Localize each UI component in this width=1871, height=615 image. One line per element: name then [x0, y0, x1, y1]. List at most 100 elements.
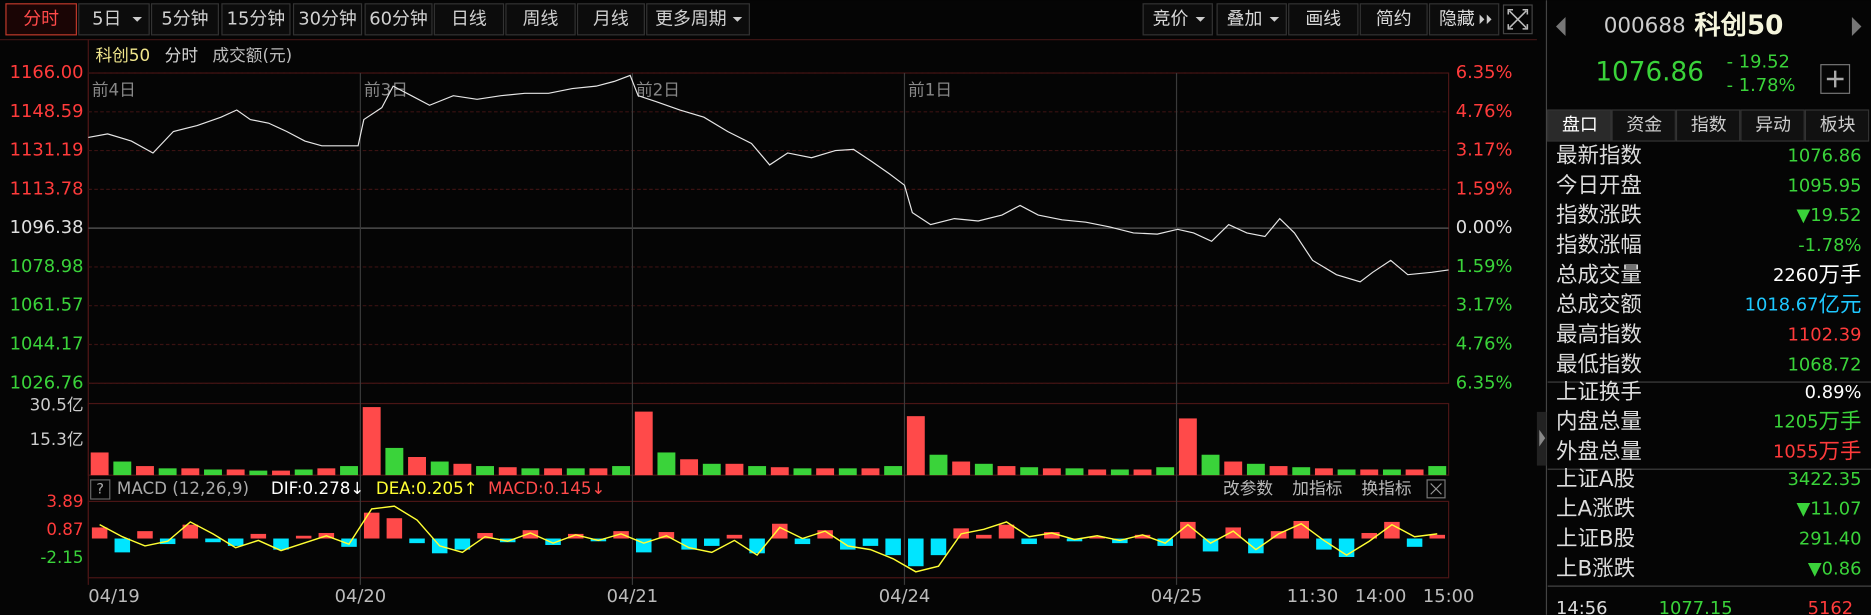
- indicator-button[interactable]: 加指标: [1292, 478, 1342, 498]
- volume-bar: [408, 456, 426, 476]
- stat-label: 指数涨幅: [1556, 233, 1642, 258]
- macd-bar: [205, 538, 221, 543]
- panel-tab[interactable]: [1547, 109, 1612, 142]
- y2-tick-label: 1.59%: [1456, 178, 1513, 199]
- macd-bar: [227, 538, 244, 546]
- panel-tab-label: 指数: [1691, 115, 1727, 136]
- period-button[interactable]: [364, 3, 433, 36]
- stat-label: 上证换手: [1556, 380, 1642, 405]
- volume-bar: [294, 469, 313, 476]
- tool-label: 画线: [1305, 8, 1341, 29]
- stat-value: 1095.95: [1788, 175, 1862, 196]
- stat-label: 上A涨跌: [1556, 497, 1635, 522]
- macd-bar: [1044, 532, 1060, 539]
- volume-bar: [113, 461, 132, 476]
- index-name: 科创50: [1694, 11, 1783, 41]
- stat-value: 1068.72: [1788, 354, 1862, 375]
- volume-bar: [362, 407, 381, 476]
- volume-bar: [1224, 461, 1243, 476]
- close-indicator[interactable]: [1426, 479, 1446, 499]
- macd-bar: [862, 538, 879, 546]
- change: - 19.52: [1727, 51, 1790, 72]
- tool-button[interactable]: [1288, 3, 1359, 36]
- period-button[interactable]: [646, 3, 750, 36]
- macd-bar: [908, 538, 924, 567]
- period-label: 分时: [23, 8, 59, 29]
- fullscreen-button[interactable]: [1502, 4, 1533, 35]
- volume-bar: [1088, 469, 1107, 476]
- x-tick-label: 15:00: [1423, 586, 1475, 607]
- dropdown-arrow: [132, 16, 142, 22]
- volume-bar: [430, 461, 449, 476]
- prev-arrow[interactable]: [1555, 16, 1566, 37]
- tool-label: 简约: [1376, 8, 1412, 29]
- macd-bar: [295, 535, 312, 539]
- y2-tick-label: 4.76%: [1456, 101, 1513, 122]
- indicator-button[interactable]: 换指标: [1361, 478, 1411, 498]
- stat-value: -1.78%: [1798, 235, 1861, 256]
- collapse-arrow: [1539, 429, 1546, 447]
- macd-bar: [114, 538, 131, 553]
- change-pct: - 1.78%: [1727, 75, 1796, 96]
- y-tick-label: 1026.76: [10, 372, 84, 393]
- volume-bar: [884, 466, 903, 476]
- macd-tick-label: -2.15: [40, 547, 83, 567]
- next-arrow[interactable]: [1851, 16, 1862, 37]
- stat-value: 1205: [1773, 412, 1818, 433]
- stat-label: 外盘总量: [1556, 439, 1642, 464]
- period-button[interactable]: [505, 3, 576, 36]
- period-button[interactable]: [150, 3, 219, 36]
- volume-bar: [1110, 469, 1129, 476]
- macd-bar: [477, 532, 493, 539]
- tool-label: 隐藏: [1439, 8, 1475, 29]
- volume-bar: [1178, 418, 1197, 476]
- panel-tab[interactable]: [1611, 109, 1676, 142]
- stat-label: 总成交额: [1556, 293, 1642, 318]
- y2-tick-label: 6.35%: [1456, 62, 1513, 83]
- dropdown-arrow: [1195, 16, 1206, 22]
- tick-time: 14:56: [1556, 598, 1608, 615]
- period-button[interactable]: [433, 3, 505, 36]
- y-tick-label: 1113.78: [10, 178, 84, 199]
- y-tick-label: 1078.98: [10, 256, 84, 277]
- hide-icon: [1479, 14, 1492, 25]
- help-box[interactable]: [90, 479, 111, 500]
- panel-tab[interactable]: [1804, 109, 1870, 142]
- stat-value: ▼11.07: [1797, 499, 1862, 520]
- macd-bar: [499, 538, 516, 543]
- macd-value: MACD:0.145↓: [488, 478, 605, 498]
- tick-volume: 5162: [1808, 598, 1854, 615]
- stat-label: 内盘总量: [1556, 410, 1642, 435]
- volume-bar: [521, 468, 540, 476]
- volume-bar: [317, 468, 336, 476]
- stat-value: 1076.86: [1788, 146, 1862, 167]
- period-button[interactable]: [292, 3, 363, 36]
- period-label: 5日: [92, 8, 121, 29]
- macd-bar: [409, 538, 425, 544]
- period-button[interactable]: [5, 3, 77, 36]
- dif-line: [99, 505, 1438, 573]
- volume-tick-label: 30.5亿: [30, 394, 84, 414]
- period-label: 更多周期: [655, 8, 727, 29]
- y-tick-label: 1131.19: [10, 140, 84, 161]
- x-tick-label: 04/24: [879, 586, 931, 607]
- panel-tab[interactable]: [1675, 109, 1741, 142]
- period-button[interactable]: [576, 3, 645, 36]
- close-icon: [1430, 483, 1442, 495]
- macd-bar: [522, 530, 539, 539]
- macd-bar: [1021, 538, 1037, 545]
- indicator-button[interactable]: 改参数: [1223, 478, 1273, 498]
- panel-tab[interactable]: [1740, 109, 1805, 142]
- add-button[interactable]: [1820, 64, 1851, 94]
- stat-value: 0.89%: [1805, 382, 1862, 403]
- macd-bar: [817, 530, 833, 539]
- index-code: 000688: [1604, 13, 1686, 38]
- volume-bar: [634, 411, 653, 476]
- y-tick-label: 1061.57: [10, 295, 84, 316]
- period-button[interactable]: [221, 3, 291, 36]
- stat-label: 最低指数: [1556, 352, 1642, 377]
- tool-button[interactable]: [1359, 3, 1428, 36]
- macd-bar: [613, 531, 629, 539]
- period-label: 周线: [523, 8, 559, 29]
